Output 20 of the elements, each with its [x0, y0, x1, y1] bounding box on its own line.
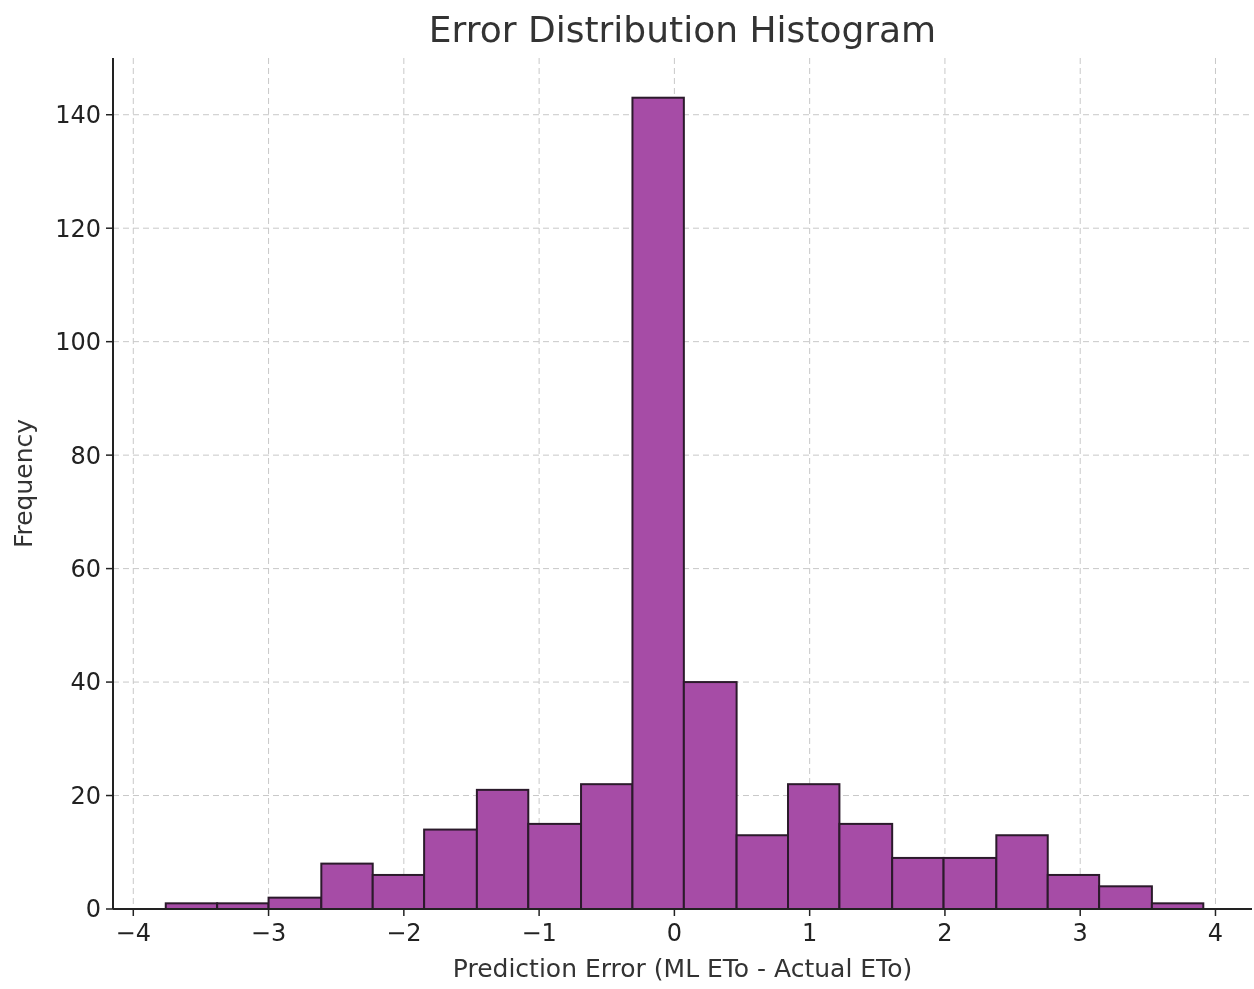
x-axis-title: Prediction Error (ML ETo - Actual ETo): [452, 954, 913, 983]
y-tick-label: 20: [70, 781, 101, 810]
x-tick-label: −4: [115, 919, 151, 947]
x-tick-label: −3: [250, 919, 287, 947]
y-tick-label: 140: [55, 101, 101, 130]
x-tick-label: 2: [937, 919, 953, 947]
y-tick-label: 40: [70, 668, 101, 697]
x-tick-label: 4: [1207, 919, 1224, 947]
x-tick-label: 3: [1072, 919, 1088, 947]
y-tick-label: 60: [70, 555, 101, 583]
y-axis-title: Frequency: [9, 418, 38, 549]
x-tick-label: 1: [802, 919, 818, 947]
y-tick-label: 120: [55, 214, 101, 243]
y-tick-label: 80: [70, 441, 101, 470]
y-tick-label: 0: [85, 895, 101, 924]
x-tick-label: 0: [666, 919, 683, 947]
x-tick-label: −1: [521, 919, 557, 947]
chart-title: Error Distribution Histogram: [428, 9, 937, 50]
x-tick-label: −2: [386, 919, 422, 947]
y-tick-label: 100: [55, 328, 101, 357]
